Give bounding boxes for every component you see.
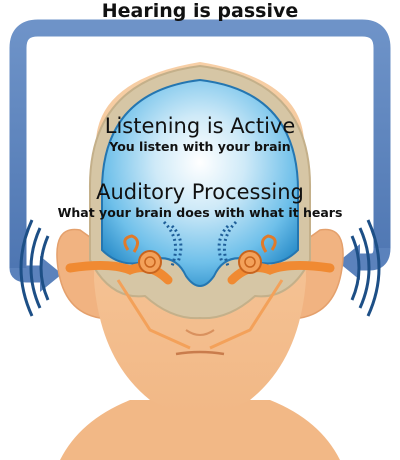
processing-heading: Auditory Processing bbox=[96, 180, 304, 204]
right-inner-ear bbox=[209, 234, 335, 350]
left-arrowhead-icon bbox=[40, 256, 62, 292]
diagram-title: Hearing is passive bbox=[101, 0, 299, 22]
brain-sound-waves-icon bbox=[162, 220, 238, 267]
left-sound-waves-icon bbox=[19, 219, 50, 317]
active-heading: Listening is Active bbox=[104, 114, 296, 138]
right-arrowhead-icon bbox=[338, 244, 360, 280]
active-subheading: You listen with your brain bbox=[109, 139, 291, 154]
right-sound-waves-icon bbox=[350, 219, 381, 317]
processing-subheading: What your brain does with what it hears bbox=[57, 205, 343, 220]
left-inner-ear bbox=[65, 234, 191, 350]
mouth bbox=[175, 350, 225, 356]
